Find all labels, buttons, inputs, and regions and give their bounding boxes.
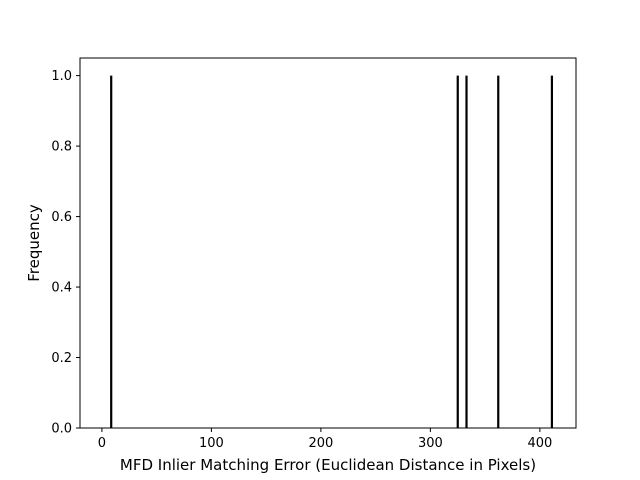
y-tick-label: 0.8	[51, 140, 72, 155]
y-tick-label: 0.4	[51, 281, 72, 296]
y-axis-ticks: 0.0 0.2 0.4 0.6 0.8 1.0	[51, 69, 80, 437]
y-tick-label: 0.0	[51, 422, 72, 437]
x-tick-label: 0	[98, 436, 106, 451]
x-axis-label: MFD Inlier Matching Error (Euclidean Dis…	[120, 456, 536, 474]
y-tick-label: 1.0	[51, 69, 72, 84]
x-tick-label: 100	[199, 436, 224, 451]
x-tick-label: 200	[308, 436, 333, 451]
x-tick-label: 400	[527, 436, 552, 451]
plot-frame	[79, 57, 577, 429]
x-axis-ticks: 0 100 200 300 400	[98, 428, 552, 451]
y-axis-label: Frequency	[25, 204, 43, 282]
bars-group	[110, 75, 554, 428]
y-tick-label: 0.6	[51, 210, 72, 225]
y-tick-label: 0.2	[51, 351, 72, 366]
x-tick-label: 300	[418, 436, 443, 451]
